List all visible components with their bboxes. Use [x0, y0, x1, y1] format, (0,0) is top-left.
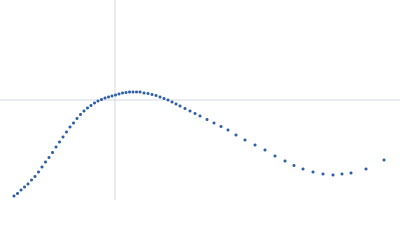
point	[30, 178, 33, 182]
point	[301, 167, 305, 171]
point	[146, 92, 150, 95]
point	[198, 114, 202, 118]
point	[283, 159, 287, 163]
point	[54, 145, 58, 149]
point	[114, 93, 117, 97]
point	[107, 95, 110, 99]
point	[212, 121, 216, 125]
point	[72, 121, 75, 125]
point	[321, 172, 325, 176]
point	[138, 90, 142, 94]
point	[100, 98, 103, 101]
point	[96, 99, 100, 103]
point	[16, 192, 19, 195]
point	[311, 170, 315, 174]
point	[44, 160, 47, 164]
point	[128, 90, 131, 94]
point	[89, 104, 93, 107]
point	[166, 98, 170, 102]
point	[158, 95, 162, 99]
point	[33, 175, 37, 178]
point	[253, 143, 257, 147]
point	[26, 182, 30, 186]
point	[93, 101, 96, 105]
point	[331, 173, 335, 177]
point	[12, 194, 16, 198]
point	[58, 140, 61, 144]
point	[110, 94, 114, 98]
point	[75, 117, 79, 120]
point	[193, 112, 197, 115]
point	[154, 94, 158, 97]
point	[263, 148, 267, 152]
point	[23, 185, 26, 189]
point	[174, 102, 178, 106]
point	[135, 90, 138, 94]
point	[234, 133, 238, 137]
point	[51, 151, 54, 154]
point	[150, 93, 154, 96]
point	[226, 128, 230, 132]
point	[79, 113, 82, 116]
point	[40, 165, 44, 169]
point	[188, 109, 192, 113]
point	[142, 91, 146, 95]
point	[364, 167, 368, 171]
point	[273, 154, 277, 158]
point	[47, 156, 51, 159]
point	[121, 91, 124, 95]
point	[292, 164, 296, 167]
point	[183, 107, 187, 110]
point	[170, 100, 174, 104]
point	[86, 106, 89, 110]
point	[61, 135, 65, 139]
point	[340, 172, 344, 176]
point	[243, 138, 247, 142]
chart	[0, 0, 400, 200]
point	[124, 91, 128, 94]
page: {"chart_data": {"type": "scatter", "colo…	[0, 0, 400, 200]
point	[205, 118, 209, 121]
point	[117, 92, 121, 96]
point	[103, 96, 107, 100]
point	[382, 158, 386, 162]
point	[219, 125, 223, 128]
point	[349, 171, 353, 175]
point	[131, 90, 135, 94]
point	[82, 109, 86, 113]
point	[68, 125, 72, 129]
point	[65, 130, 68, 134]
point	[162, 97, 166, 100]
point	[37, 170, 40, 174]
point	[178, 104, 182, 108]
point	[19, 188, 23, 192]
